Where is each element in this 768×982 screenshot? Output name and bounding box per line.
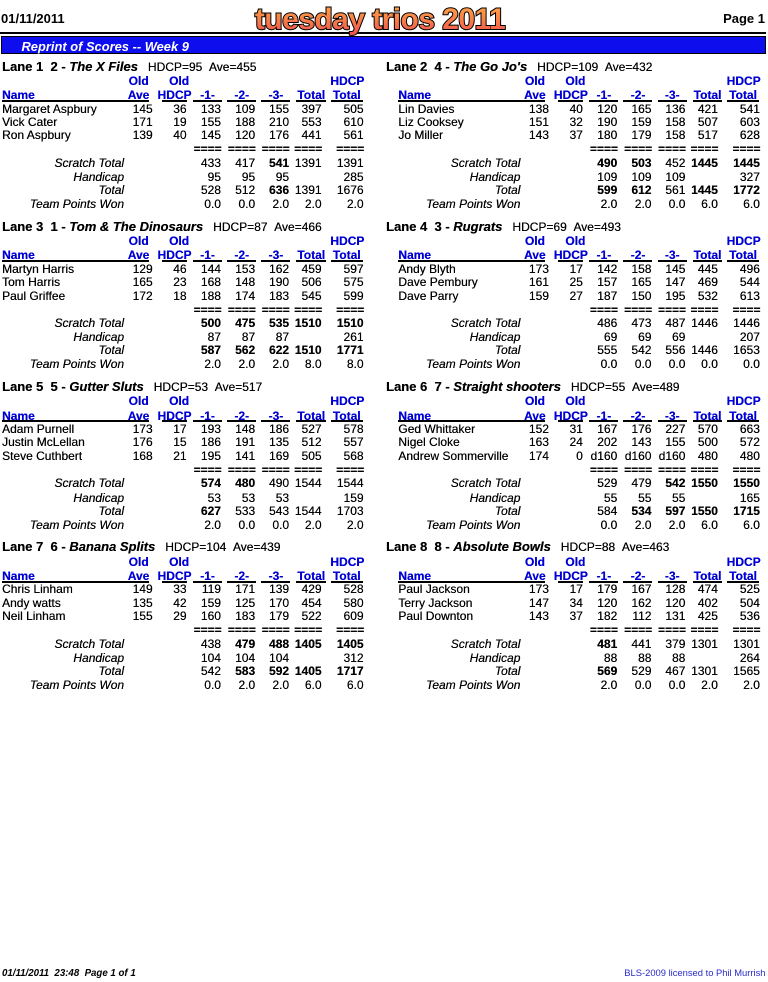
svg-text:tuesday trios 2011: tuesday trios 2011 — [255, 3, 505, 36]
